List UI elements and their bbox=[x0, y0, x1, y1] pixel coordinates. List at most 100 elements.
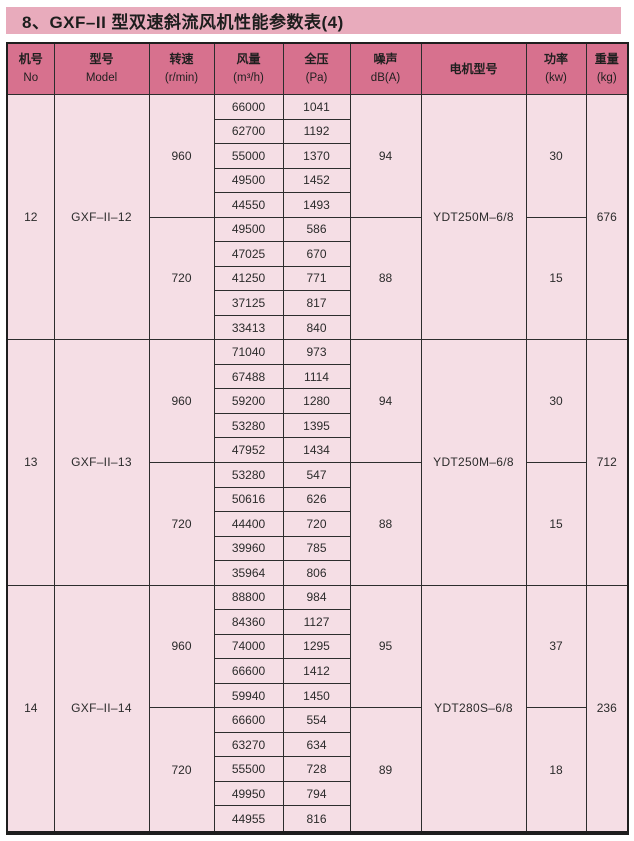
machine-no: 12 bbox=[6, 93, 55, 341]
total-pressure: 816 bbox=[282, 805, 351, 834]
air-volume: 49950 bbox=[213, 780, 284, 807]
power: 18 bbox=[525, 707, 587, 834]
table-row: 55500 728 bbox=[7, 756, 628, 782]
total-pressure: 1041 bbox=[282, 94, 351, 120]
table-row: 14 GXF–II–14 960 88800 984 95 YDT280S–6/… bbox=[6, 584, 629, 834]
table-row: 74000 1295 bbox=[7, 633, 628, 660]
air-volume: 47025 bbox=[213, 241, 284, 267]
header-model-cn: 型号 bbox=[89, 51, 114, 66]
air-volume: 33413 bbox=[213, 314, 284, 341]
table-row: 720 53280 547 88 15 bbox=[7, 461, 628, 586]
total-pressure: 1127 bbox=[282, 609, 351, 635]
speed: 720 bbox=[148, 216, 215, 341]
weight: 676 bbox=[585, 93, 629, 341]
header-weight-unit: (kg) bbox=[596, 72, 617, 85]
total-pressure: 1434 bbox=[282, 437, 351, 463]
table-row: 720 49500 586 88 15 bbox=[7, 216, 628, 341]
air-volume: 66600 bbox=[213, 658, 284, 684]
air-volume: 66000 bbox=[213, 94, 284, 120]
air-volume: 44400 bbox=[213, 511, 284, 537]
model: GXF–II–12 bbox=[53, 93, 150, 341]
total-pressure: 817 bbox=[282, 290, 351, 316]
header-air-volume-cn: 风量 bbox=[236, 51, 261, 66]
air-volume: 74000 bbox=[213, 633, 284, 660]
header-model-en: Model bbox=[85, 72, 118, 85]
table-row: 44955 816 bbox=[7, 805, 628, 834]
total-pressure: 1452 bbox=[282, 167, 351, 194]
air-volume: 84360 bbox=[213, 609, 284, 635]
header-air-volume-unit: (m³/h) bbox=[233, 72, 264, 85]
header-motor-model: 电机型号 bbox=[420, 42, 527, 95]
noise: 94 bbox=[349, 339, 422, 463]
total-pressure: 1370 bbox=[282, 143, 351, 169]
header-speed-unit: (r/min) bbox=[164, 72, 199, 85]
machine-no: 13 bbox=[6, 339, 55, 586]
header-total-pressure: 全压 (Pa) bbox=[282, 42, 351, 95]
table-row: 720 66600 554 89 18 bbox=[7, 707, 628, 834]
speed: 720 bbox=[148, 707, 215, 834]
header-air-volume: 风量 (m³/h) bbox=[213, 42, 284, 95]
table-row: 66600 1412 bbox=[7, 658, 628, 684]
total-pressure: 973 bbox=[282, 339, 351, 365]
air-volume: 59940 bbox=[213, 682, 284, 709]
total-pressure: 547 bbox=[282, 461, 351, 488]
table-row: 12 GXF–II–12 960 66000 1041 94 YDT250M–6… bbox=[6, 93, 629, 341]
table-row: 33413 840 bbox=[7, 314, 628, 341]
total-pressure: 984 bbox=[282, 584, 351, 611]
total-pressure: 1114 bbox=[282, 363, 351, 390]
title-band: 8、GXF–II 型双速斜流风机性能参数表(4) bbox=[6, 7, 621, 34]
air-volume: 55000 bbox=[213, 143, 284, 169]
table-row: 67488 1114 bbox=[7, 363, 628, 390]
header-model: 型号 Model bbox=[53, 42, 150, 95]
table-row: 49500 1452 bbox=[7, 167, 628, 194]
total-pressure: 728 bbox=[282, 756, 351, 782]
speed: 960 bbox=[148, 584, 215, 709]
table-row: 44550 1493 bbox=[7, 192, 628, 218]
air-volume: 55500 bbox=[213, 756, 284, 782]
air-volume: 62700 bbox=[213, 118, 284, 145]
total-pressure: 586 bbox=[282, 216, 351, 243]
table-header: 机号 No 型号 Model 转速 (r/min) 风量 (m³/h) 全压 (Pa) 噪… bbox=[6, 42, 629, 95]
speed: 960 bbox=[148, 339, 215, 463]
noise: 94 bbox=[349, 94, 422, 218]
fan-performance-table: 机号 No 型号 Model 转速 (r/min) 风量 (m³/h) 全压 (Pa) 噪… bbox=[6, 42, 629, 835]
air-volume: 53280 bbox=[213, 461, 284, 488]
table-row: 37125 817 bbox=[7, 290, 628, 316]
total-pressure: 1295 bbox=[282, 633, 351, 660]
weight: 236 bbox=[585, 584, 629, 834]
air-volume: 71040 bbox=[213, 339, 284, 365]
header-motor-model-cn: 电机型号 bbox=[449, 61, 498, 76]
header-power-unit: (kw) bbox=[545, 72, 567, 85]
table-row: 50616 626 bbox=[7, 486, 628, 513]
header-total-pressure-cn: 全压 bbox=[304, 51, 329, 66]
header-power-cn: 功率 bbox=[543, 51, 568, 66]
air-volume: 50616 bbox=[213, 486, 284, 513]
total-pressure: 840 bbox=[282, 314, 351, 341]
air-volume: 67488 bbox=[213, 363, 284, 390]
motor-model: YDT250M–6/8 bbox=[420, 339, 527, 586]
total-pressure: 785 bbox=[282, 535, 351, 562]
header-total-pressure-unit: (Pa) bbox=[305, 72, 328, 85]
noise: 88 bbox=[349, 461, 422, 586]
header-noise-cn: 噪声 bbox=[373, 51, 398, 66]
air-volume: 39960 bbox=[213, 535, 284, 562]
air-volume: 49500 bbox=[213, 167, 284, 194]
table-row: 62700 1192 bbox=[7, 118, 628, 145]
total-pressure: 1395 bbox=[282, 412, 351, 439]
header-noise-unit: dB(A) bbox=[370, 72, 401, 85]
table-row: 35964 806 bbox=[7, 560, 628, 586]
total-pressure: 626 bbox=[282, 486, 351, 513]
header-noise: 噪声 dB(A) bbox=[349, 42, 422, 95]
air-volume: 49500 bbox=[213, 216, 284, 243]
machine-no: 14 bbox=[6, 584, 55, 834]
air-volume: 53280 bbox=[213, 412, 284, 439]
table-row: 63270 634 bbox=[7, 731, 628, 758]
motor-model: YDT280S–6/8 bbox=[420, 584, 527, 834]
total-pressure: 634 bbox=[282, 731, 351, 758]
air-volume: 63270 bbox=[213, 731, 284, 758]
total-pressure: 1412 bbox=[282, 658, 351, 684]
total-pressure: 1493 bbox=[282, 192, 351, 218]
air-volume: 66600 bbox=[213, 707, 284, 733]
page-title: 8、GXF–II 型双速斜流风机性能参数表(4) bbox=[22, 13, 344, 32]
air-volume: 44955 bbox=[213, 805, 284, 834]
